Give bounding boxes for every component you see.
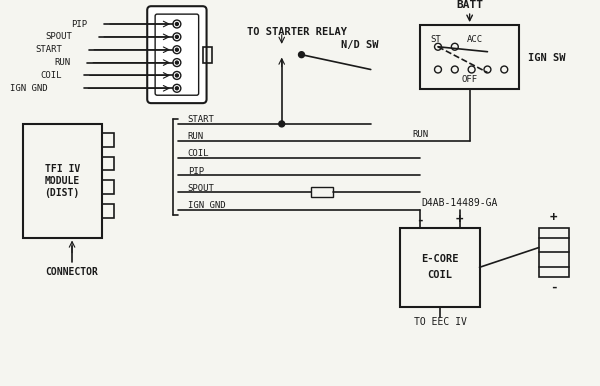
Text: MODULE: MODULE xyxy=(44,176,80,186)
Bar xyxy=(102,180,113,194)
Text: N/D SW: N/D SW xyxy=(341,40,379,50)
Circle shape xyxy=(175,61,178,64)
Text: PIP: PIP xyxy=(71,20,87,29)
Bar xyxy=(102,133,113,147)
Text: IGN SW: IGN SW xyxy=(528,52,566,63)
Circle shape xyxy=(175,22,178,25)
Text: TO STARTER RELAY: TO STARTER RELAY xyxy=(247,27,347,37)
FancyBboxPatch shape xyxy=(155,14,199,95)
Bar xyxy=(400,228,479,307)
Text: RUN: RUN xyxy=(412,130,428,139)
Text: D4AB-14489-GA: D4AB-14489-GA xyxy=(422,198,498,208)
Text: SPOUT: SPOUT xyxy=(45,32,72,41)
Text: PIP: PIP xyxy=(188,167,204,176)
Circle shape xyxy=(175,87,178,90)
Text: ST: ST xyxy=(430,36,441,44)
Bar xyxy=(203,47,212,63)
Text: RUN: RUN xyxy=(54,58,70,67)
Circle shape xyxy=(175,48,178,51)
Text: COIL: COIL xyxy=(41,71,62,80)
Text: START: START xyxy=(35,45,62,54)
Circle shape xyxy=(175,74,178,77)
Bar xyxy=(102,204,113,218)
Bar xyxy=(311,187,333,197)
Text: COIL: COIL xyxy=(427,270,452,280)
Circle shape xyxy=(299,52,304,58)
Text: BATT: BATT xyxy=(456,0,483,10)
Text: IGN GND: IGN GND xyxy=(188,201,226,210)
Text: (DIST): (DIST) xyxy=(44,188,80,198)
Text: CONNECTOR: CONNECTOR xyxy=(46,267,98,277)
Bar xyxy=(539,228,569,277)
FancyBboxPatch shape xyxy=(147,6,206,103)
Text: IGN GND: IGN GND xyxy=(10,84,47,93)
Text: TO EEC IV: TO EEC IV xyxy=(413,317,466,327)
Text: TFI IV: TFI IV xyxy=(44,164,80,174)
Bar xyxy=(420,25,519,89)
Text: E-CORE: E-CORE xyxy=(421,254,459,264)
Circle shape xyxy=(175,36,178,38)
Text: +: + xyxy=(456,213,464,226)
Text: RUN: RUN xyxy=(188,132,204,141)
Text: START: START xyxy=(188,115,215,124)
Text: -: - xyxy=(550,281,557,294)
Text: SPOUT: SPOUT xyxy=(188,184,215,193)
Text: COIL: COIL xyxy=(188,149,209,158)
Bar xyxy=(23,124,102,238)
Text: OFF: OFF xyxy=(461,75,478,84)
Text: -: - xyxy=(416,213,424,226)
Circle shape xyxy=(279,121,284,127)
Text: ACC: ACC xyxy=(467,36,482,44)
Text: +: + xyxy=(550,212,557,224)
Bar xyxy=(102,157,113,170)
